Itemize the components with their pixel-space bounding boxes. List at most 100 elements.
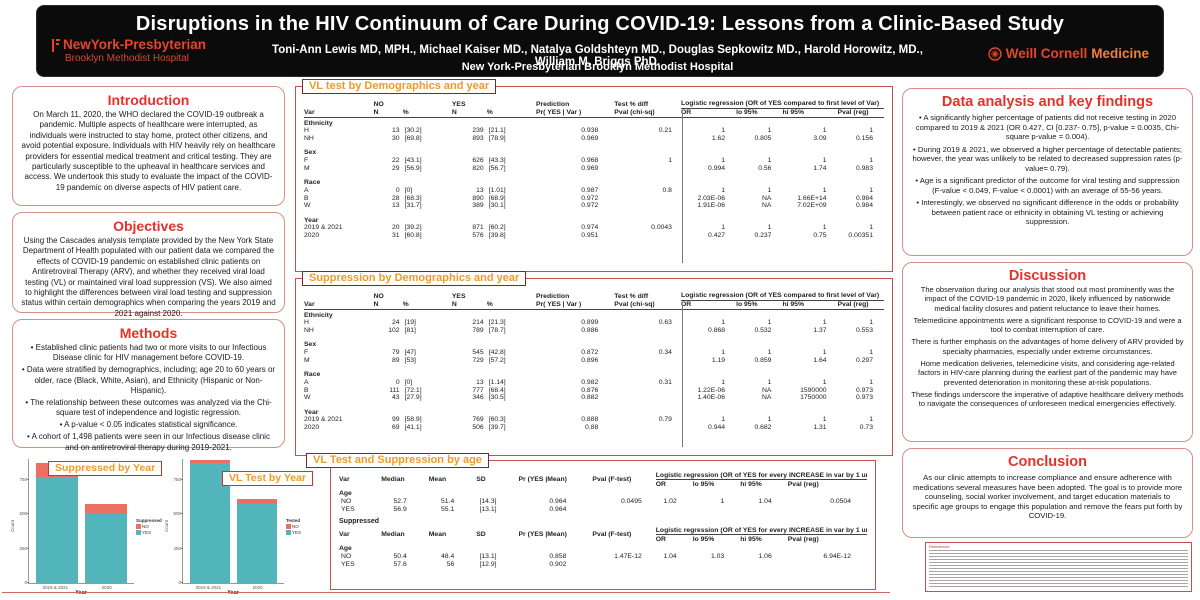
table-cell: W [304, 394, 311, 402]
table-cell: 0.0504 [830, 497, 851, 505]
table-cell: 0.876 [581, 386, 599, 394]
table-cell: 0.682 [754, 424, 772, 432]
table-cell: 1.04 [663, 552, 677, 560]
table-cell: 0.237 [754, 232, 772, 240]
table-cell: 0.983 [855, 164, 873, 172]
affiliation-line: New York-Presbyterian Brooklyn Methodist… [461, 61, 734, 73]
table-cell [614, 424, 681, 432]
table-cell: [1.14] [488, 378, 506, 386]
group-label: Ethnicity [304, 119, 333, 127]
findings-bullet-list: • A significantly higher percentage of p… [911, 113, 1184, 227]
table-cell: 769 [472, 416, 484, 424]
references-box: References [925, 542, 1192, 592]
table-cell: 0.427 [708, 232, 726, 240]
text-line: • During 2019 & 2021, we observed a high… [912, 144, 1183, 173]
vl-test-table-box: NO YES Prediction Test % diff Logistic regre… [295, 86, 893, 272]
table-cell [614, 164, 681, 172]
legend-title: Tested [286, 517, 301, 523]
legend-item: YES [286, 529, 311, 535]
table-cell: 1 [767, 319, 772, 327]
table-cell: [68.9] [488, 194, 506, 202]
table-cell: 22 [392, 157, 400, 165]
objectives-body: Using the Cascades analysis template pro… [21, 236, 276, 318]
discussion-paragraphs: The observation during our analysis that… [911, 285, 1184, 409]
x-tick-label: 2020 [252, 585, 263, 590]
table-cell: [39.8] [488, 232, 506, 240]
table-cell: 1 [822, 127, 827, 135]
text-line: Telemedicine appointments were a signifi… [913, 315, 1182, 335]
table-cell [788, 560, 867, 568]
x-tick-label: 2019 & 2021 [42, 585, 69, 590]
table-cell: 1590000 [800, 386, 827, 394]
table-cell: W [304, 202, 311, 210]
table-cell [592, 505, 655, 513]
table-cell: 0.969 [581, 164, 599, 172]
table-cell: 1 [767, 127, 772, 135]
demographics-table: NO YES Prediction Test % diff Logistic regre… [304, 292, 884, 432]
table-cell: 0.63 [658, 319, 672, 327]
table-cell: 0.886 [581, 327, 599, 335]
page-title: Disruptions in the HIV Continuum of Care… [135, 13, 1065, 35]
table-cell: 1.04 [758, 497, 772, 505]
age-table-box: Var Median Mean SD Pr (YES |Mean) Pval (F-tes… [330, 460, 876, 590]
text-line: • The relationship between these outcome… [25, 397, 272, 418]
table-cell: [39.2] [404, 224, 422, 232]
group-label: Age [339, 489, 352, 497]
table-cell: 48.4 [441, 552, 455, 560]
table-cell: 13 [476, 378, 484, 386]
weill-cornell-logo-icon [988, 46, 1002, 61]
table-row: YES 57.6 56 [12.9] 0.902 [339, 560, 867, 568]
age-table: Var Median Mean SD Pr (YES |Mean) Pval (F-tes… [339, 526, 867, 568]
table-cell: 7.02E+09 [797, 202, 827, 210]
y-tick-label: 250 [19, 545, 27, 551]
legend-item: NO [136, 523, 161, 529]
table-row: 2019 & 2021 20 [39.2] 871 [60.2] 0.974 0.0043 1… [304, 224, 884, 232]
table-cell [740, 560, 788, 568]
table-cell: 820 [472, 164, 484, 172]
chart-title-vl-test-by-year: VL Test by Year [222, 471, 314, 486]
text-line: • Interestingly, we observed no signific… [916, 198, 1179, 227]
y-tick-label: 250 [173, 545, 181, 551]
text-line: Home medication deliveries, telemedicine… [918, 359, 1177, 387]
table-cell: 13 [392, 202, 400, 210]
table-cell: B [304, 194, 309, 202]
table-cell: 1 [767, 349, 772, 357]
table-cell: 0.21 [658, 127, 672, 135]
table-cell: 1 [721, 378, 726, 386]
introduction-panel: Introduction On March 11, 2020, the WHO … [12, 86, 285, 206]
table-cell: 1 [869, 349, 873, 357]
table-cell: 777 [472, 386, 484, 394]
table-cell: 3.09 [813, 135, 827, 143]
table-cell: 24 [392, 319, 400, 327]
table-cell: 0.0495 [620, 497, 642, 505]
table-cell: 1 [767, 416, 772, 424]
table-cell: [81] [404, 327, 416, 335]
table-row: H 24 [19] 214 [21.3] 0.899 0.63 1 1 1 1 [304, 319, 884, 327]
bar-segment-no [85, 503, 127, 514]
table-row: B 28 [68.3] 890 [68.9] 0.972 2.03E-06 NA 1.66E+1… [304, 194, 884, 202]
table-row: NO 52.7 51.4 [14.3] 0.964 0.0495 1.02 1 1.04 0.05… [339, 497, 867, 505]
text-line: • A cohort of 1,498 patients were seen i… [27, 432, 270, 452]
table-cell: [53] [404, 356, 416, 364]
demographics-table: NO YES Prediction Test % diff Logistic regre… [304, 100, 884, 240]
conclusion-panel: Conclusion As our clinic attempts to inc… [902, 448, 1193, 538]
table-cell: 1.47E-12 [614, 552, 642, 560]
table-cell [614, 202, 681, 210]
table-cell: 1 [767, 157, 772, 165]
table-cell: 1 [822, 349, 827, 357]
table-cell: 1.74 [813, 164, 827, 172]
table-cell: 0.553 [855, 327, 873, 335]
table-cell: [57.2] [488, 356, 506, 364]
text-line: • Established clinic patients had two or… [30, 343, 267, 363]
table-cell: [0] [404, 378, 413, 386]
table-cell: 389 [472, 202, 484, 210]
weill-cornell-text: Weill Cornell [1005, 46, 1088, 61]
table-cell: 102 [388, 327, 400, 335]
table-cell [656, 505, 693, 513]
table-cell: [43.3] [488, 157, 506, 165]
table-cell: 1 [869, 157, 873, 165]
table-cell: [27.9] [404, 394, 422, 402]
table-cell: 0.984 [855, 202, 873, 210]
table-cell [614, 386, 681, 394]
